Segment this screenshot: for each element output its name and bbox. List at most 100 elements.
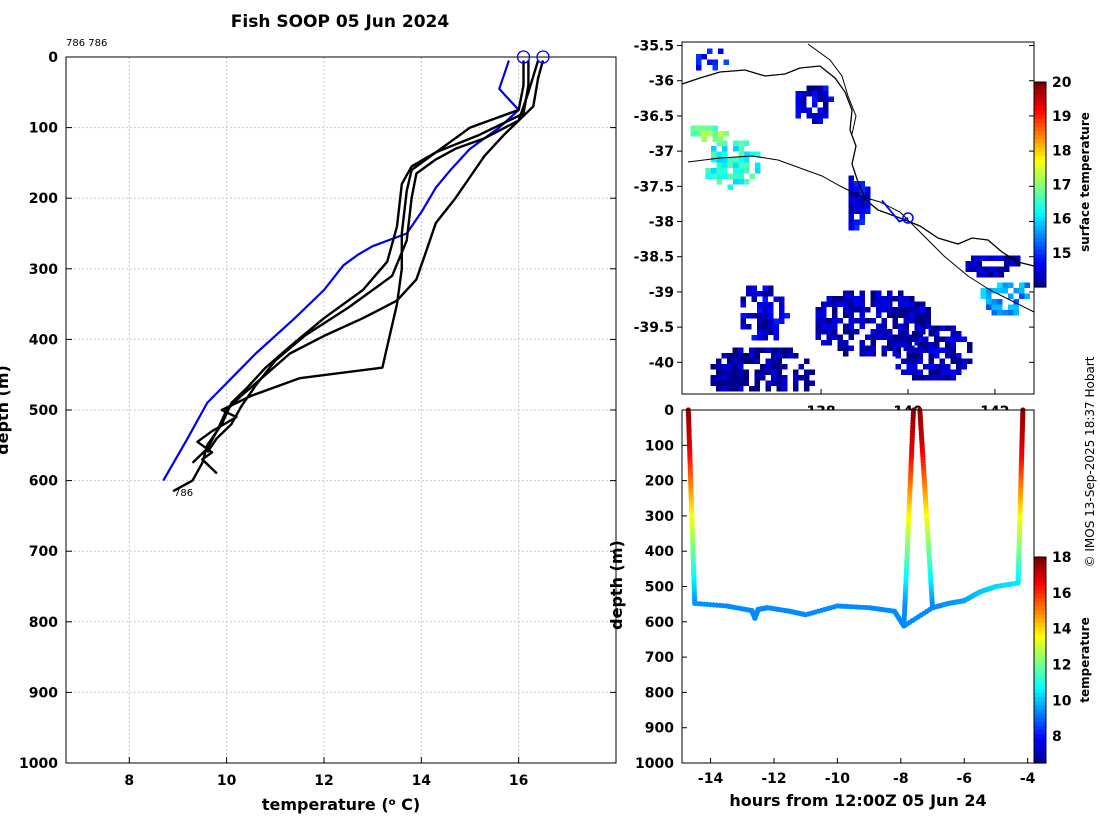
sst-cell	[727, 157, 733, 163]
section-ytick-label: 800	[645, 685, 674, 701]
sst-cell	[934, 364, 940, 370]
sst-cell	[881, 351, 887, 357]
sst-cell	[757, 307, 763, 313]
temperature-colorbar-segment	[1034, 738, 1046, 743]
sst-cell	[848, 208, 854, 214]
sst-cell	[917, 353, 923, 359]
sst-cell	[859, 208, 865, 214]
sst-cell	[826, 329, 832, 335]
sst-cell	[732, 347, 738, 353]
sst-cell	[712, 136, 718, 142]
sst-cell	[859, 197, 865, 203]
sst-cell	[848, 192, 854, 198]
sst-cell	[917, 331, 923, 337]
sst-cell	[722, 162, 728, 168]
sst-cell	[928, 364, 934, 370]
sst-cell	[865, 345, 871, 351]
sst-cell	[722, 146, 728, 152]
sst-cell	[732, 375, 738, 381]
sst-cell	[939, 325, 945, 331]
sst-cell	[740, 313, 746, 319]
temperature-colorbar-segment	[1034, 598, 1046, 603]
temperature-colorbar-segment	[1034, 709, 1046, 715]
sst-cell	[821, 301, 827, 307]
sst-cell	[738, 353, 744, 359]
sst-cell	[812, 102, 818, 108]
sst-cell	[727, 364, 733, 370]
sst-cell	[823, 91, 829, 97]
sst-cell	[848, 219, 854, 225]
profile-bottom-label: 786	[174, 488, 193, 499]
profile-x-axis-label: temperature (o C)	[262, 795, 420, 814]
sst-cell	[755, 162, 761, 168]
sst-colorbar-segment	[1034, 250, 1046, 255]
sst-cell	[754, 358, 760, 364]
sst-cell	[817, 113, 823, 119]
sst-colorbar-segment	[1034, 172, 1046, 177]
temperature-colorbar: 18 16 14 12 10 8	[1033, 550, 1072, 764]
section-y-axis-label: depth (m)	[607, 540, 626, 630]
sst-cell	[746, 285, 752, 291]
temperature-colorbar-segment	[1034, 680, 1046, 686]
profile-line-climatology	[162, 60, 520, 482]
sst-cell	[881, 329, 887, 335]
temperature-colorbar-segment	[1034, 734, 1046, 739]
temperature-colorbar-segment	[1034, 602, 1046, 608]
sst-cell	[762, 291, 768, 297]
sst-cell	[773, 324, 779, 330]
sst-cell	[773, 335, 779, 341]
temperature-colorbar-segment	[1034, 672, 1046, 678]
sst-cell	[909, 312, 915, 318]
sst-cell	[826, 301, 832, 307]
sst-cell	[923, 364, 929, 370]
sst-cell	[812, 118, 818, 124]
sst-cell	[848, 318, 854, 324]
sst-colorbar-tick: 19	[1052, 109, 1071, 125]
sst-cell	[917, 358, 923, 364]
profile-ytick-label: 0	[48, 50, 58, 66]
sst-cell	[765, 380, 771, 386]
sst-cell	[837, 340, 843, 346]
profile-ticks: 8 10 12 14 16 0 100 200 300 400 500 600 700 800 900 100…	[19, 50, 616, 789]
sst-cell	[925, 312, 931, 318]
sst-colorbar-segment	[1034, 225, 1046, 231]
sst-cell	[732, 369, 738, 375]
sst-cell	[925, 318, 931, 324]
sst-cell	[859, 214, 865, 220]
sst-cell	[917, 375, 923, 381]
sst-cell	[870, 318, 876, 324]
sst-cell	[848, 181, 854, 187]
sst-cell	[945, 364, 951, 370]
sst-colorbar-segment	[1034, 147, 1046, 153]
sst-cell	[1004, 266, 1010, 272]
sst-cell	[746, 324, 752, 330]
sst-cell	[738, 168, 744, 174]
temperature-colorbar-segment	[1034, 639, 1046, 645]
credit-text: © IMOS 13-Sep-2025 18:37 Hobart	[1083, 356, 1097, 567]
sst-cell	[903, 345, 909, 351]
sst-colorbar-segment	[1034, 200, 1046, 206]
sst-cell	[798, 375, 804, 381]
sst-cell	[843, 296, 849, 302]
sst-cell	[716, 140, 722, 146]
sst-cell	[823, 85, 829, 91]
sst-cell	[744, 162, 750, 168]
sst-cell	[950, 375, 956, 381]
sst-cell	[757, 324, 763, 330]
sst-cell	[738, 347, 744, 353]
sst-cell	[837, 296, 843, 302]
sst-cell	[887, 290, 893, 296]
temperature-colorbar-segment	[1034, 692, 1046, 698]
shelf-contour	[687, 155, 1035, 313]
sst-cell	[762, 302, 768, 308]
sst-colorbar-segment	[1034, 221, 1046, 227]
sst-cell	[821, 307, 827, 313]
sst-cell	[912, 336, 918, 342]
sst-cell	[859, 186, 865, 192]
sst-cell	[903, 301, 909, 307]
sst-cell	[848, 197, 854, 203]
sst-cell	[909, 307, 915, 313]
sst-cell	[945, 342, 951, 348]
sst-cell	[749, 353, 755, 359]
sst-cell	[712, 59, 718, 65]
